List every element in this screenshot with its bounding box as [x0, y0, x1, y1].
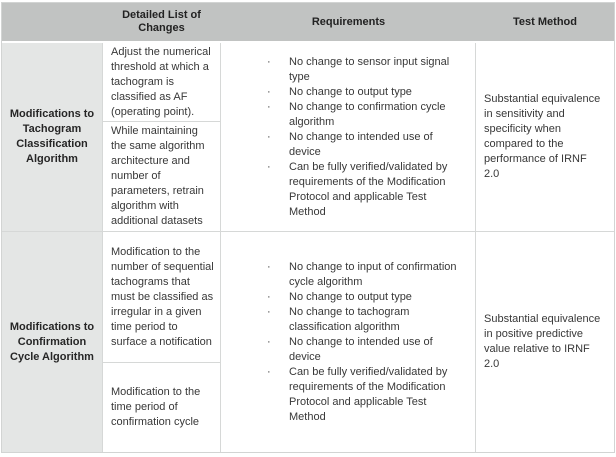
requirements-cell: · No change to input of confirmation cyc…	[221, 232, 476, 452]
requirement-text: No change to tachogram classification al…	[289, 305, 410, 333]
requirement-text: No change to confirmation cycle algorith…	[289, 100, 446, 128]
requirement-item: · No change to confirmation cycle algori…	[267, 100, 458, 130]
bullet-icon: ·	[267, 100, 271, 113]
bullet-icon: ·	[267, 365, 271, 378]
requirements-cell: · No change to sensor input signal type …	[221, 43, 476, 231]
row-label: Modifications to Tachogram Classificatio…	[2, 43, 102, 231]
bullet-icon: ·	[267, 290, 271, 303]
requirement-item: · No change to output type	[267, 290, 458, 305]
bullet-icon: ·	[267, 260, 271, 273]
requirement-text: No change to output type	[289, 85, 412, 98]
requirement-item: · No change to input of confirmation cyc…	[267, 260, 458, 290]
bullet-icon: ·	[267, 160, 271, 173]
requirement-text: No change to sensor input signal type	[289, 55, 450, 83]
row-label: Modifications to Confirmation Cycle Algo…	[2, 232, 102, 452]
bullet-icon: ·	[267, 85, 271, 98]
test-method-text: Substantial equivalence in positive pred…	[484, 313, 601, 370]
requirement-text: Can be fully verified/validated by requi…	[289, 365, 448, 423]
header-cell-empty	[2, 3, 102, 41]
requirement-text: Can be fully verified/validated by requi…	[289, 160, 448, 218]
requirement-item: · No change to tachogram classification …	[267, 305, 458, 335]
change-text: Adjust the numerical threshold at which …	[111, 45, 211, 118]
change-item: Adjust the numerical threshold at which …	[103, 43, 220, 121]
bullet-icon: ·	[267, 55, 271, 68]
table-header-row: Detailed List of Changes Requirements Te…	[2, 3, 614, 43]
changes-cell: Adjust the numerical threshold at which …	[102, 43, 221, 231]
requirement-item: · No change to intended use of device	[267, 130, 458, 160]
requirement-text: No change to intended use of device	[289, 130, 433, 158]
test-method-cell: Substantial equivalence in positive pred…	[476, 232, 614, 452]
test-method-cell: Substantial equivalence in sensitivity a…	[476, 43, 614, 231]
bullet-icon: ·	[267, 305, 271, 318]
changes-cell: Modification to the number of sequential…	[102, 232, 221, 452]
bullet-icon: ·	[267, 335, 271, 348]
change-text: While maintaining the same algorithm arc…	[111, 125, 205, 227]
header-cell-test-method: Test Method	[513, 15, 577, 28]
requirement-item: · Can be fully verified/validated by req…	[267, 160, 458, 220]
table-row-tachogram-classification: Modifications to Tachogram Classificatio…	[2, 43, 614, 231]
bullet-icon: ·	[267, 130, 271, 143]
table-row-confirmation-cycle: Modifications to Confirmation Cycle Algo…	[2, 231, 614, 452]
change-text: Modification to the number of sequential…	[111, 245, 214, 348]
change-item: Modification to the number of sequential…	[103, 232, 220, 362]
requirement-item: · No change to sensor input signal type	[267, 55, 458, 85]
test-method-text: Substantial equivalence in sensitivity a…	[484, 93, 601, 180]
change-text: Modification to the time period of confi…	[111, 386, 201, 428]
requirement-text: No change to input of confirmation cycle…	[289, 260, 457, 288]
requirement-item: · Can be fully verified/validated by req…	[267, 365, 458, 425]
requirement-text: No change to intended use of device	[289, 335, 433, 363]
requirement-text: No change to output type	[289, 290, 412, 303]
header-cell-requirements: Requirements	[311, 15, 386, 28]
header-cell-detailed-list-of-changes: Detailed List of Changes	[122, 9, 201, 34]
requirement-item: · No change to output type	[267, 85, 458, 100]
change-item: While maintaining the same algorithm arc…	[103, 121, 220, 231]
change-item: Modification to the time period of confi…	[103, 362, 220, 452]
requirement-item: · No change to intended use of device	[267, 335, 458, 365]
